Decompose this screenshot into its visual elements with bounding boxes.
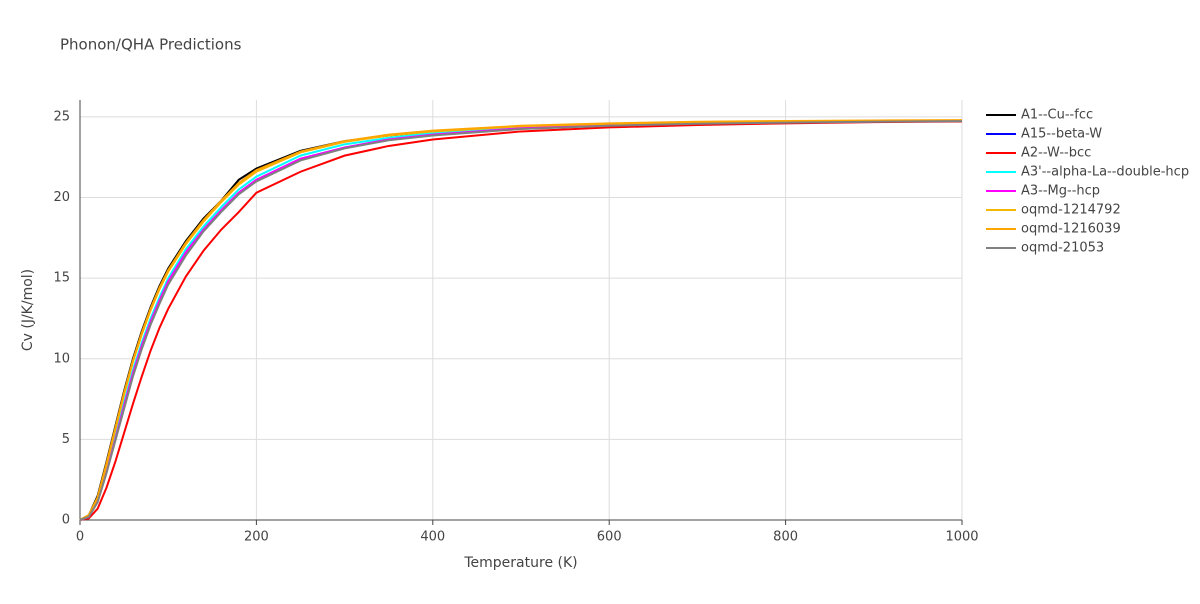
- x-tick-label: 0: [76, 530, 84, 545]
- series-line: [79, 119, 963, 521]
- legend-label: A3'--alpha-La--double-hcp: [1021, 165, 1189, 180]
- x-axis-label: Temperature (K): [463, 555, 577, 571]
- legend-label: oqmd-1214792: [1021, 203, 1121, 218]
- y-tick-label: 20: [53, 190, 70, 205]
- y-tick-label: 15: [53, 271, 70, 286]
- series-line: [79, 119, 963, 521]
- y-axis-label: Cv (J/K/mol): [20, 269, 36, 351]
- y-tick-label: 25: [53, 109, 70, 124]
- series-line: [79, 120, 963, 521]
- x-tick-label: 800: [773, 530, 798, 545]
- series-line: [79, 120, 963, 521]
- legend-label: A2--W--bcc: [1021, 146, 1091, 161]
- legend-label: oqmd-21053: [1021, 241, 1104, 256]
- series-line: [79, 119, 963, 521]
- series-line: [79, 119, 963, 521]
- x-tick-label: 400: [420, 530, 445, 545]
- series-line: [79, 119, 963, 521]
- x-tick-label: 600: [597, 530, 622, 545]
- x-tick-label: 1000: [945, 530, 978, 545]
- y-tick-label: 5: [62, 432, 70, 447]
- chart-title: Phonon/QHA Predictions: [60, 36, 242, 54]
- y-tick-label: 10: [53, 351, 70, 366]
- series-line: [79, 119, 963, 521]
- x-tick-label: 200: [244, 530, 269, 545]
- legend-label: A15--beta-W: [1021, 127, 1102, 142]
- legend-label: oqmd-1216039: [1021, 222, 1121, 237]
- legend-label: A3--Mg--hcp: [1021, 184, 1100, 199]
- y-tick-label: 0: [62, 513, 70, 528]
- legend-label: A1--Cu--fcc: [1021, 108, 1093, 123]
